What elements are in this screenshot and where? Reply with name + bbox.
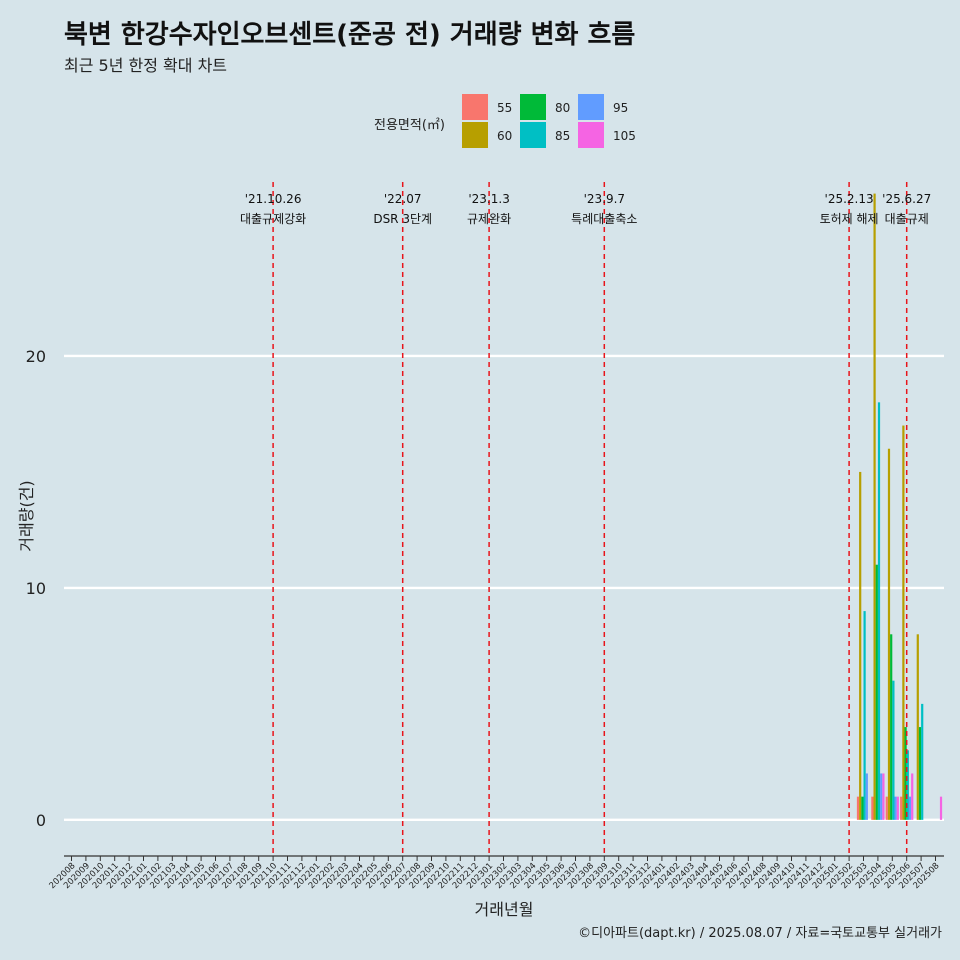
legend-swatch-80: [520, 94, 546, 120]
bar-80-202503: [861, 796, 864, 820]
bar-80-202506: [904, 727, 907, 820]
bar-95-202505: [894, 796, 897, 820]
bar-105-202506: [911, 773, 914, 820]
legend-label-55: 55: [497, 101, 513, 115]
y-tick-label: 20: [26, 347, 46, 366]
bar-55-202506: [900, 796, 903, 820]
event-desc-label: DSR 3단계: [373, 212, 432, 226]
legend-swatch-60: [462, 122, 488, 148]
event-date-label: '21.10.26: [245, 192, 302, 206]
event-desc-label: 대출규제: [885, 212, 929, 226]
legend: 전용면적(㎡) 55 60 80 85 95 105: [374, 92, 664, 154]
bar-105-202508: [939, 796, 943, 820]
chart-title: 북변 한강수자인오브센트(준공 전) 거래량 변화 흐름: [64, 20, 636, 50]
legend-label-105: 105: [613, 129, 636, 143]
bar-95-202504: [880, 773, 883, 820]
legend-swatch-55: [462, 94, 488, 120]
source-caption: ©디아파트(dapt.kr) / 2025.08.07 / 자료=국토교통부 실…: [578, 926, 942, 941]
bar-80-202505: [890, 634, 893, 820]
event-desc-label: 대출규제강화: [240, 212, 306, 226]
bar-85-202504: [877, 402, 881, 820]
bar-80-202504: [875, 564, 878, 820]
bar-55-202503: [856, 796, 860, 820]
legend-swatch-85: [520, 122, 546, 148]
y-axis-title: 거래량(건): [17, 480, 36, 551]
legend-label-85: 85: [555, 129, 571, 143]
chart-subtitle: 최근 5년 한정 확대 차트: [64, 56, 228, 75]
bar-60-202506: [902, 425, 905, 820]
event-date-label: '23.9.7: [584, 192, 625, 206]
bar-60-202504: [873, 193, 876, 820]
bar-85-202507: [921, 703, 924, 820]
bar-60-202505: [887, 448, 891, 820]
bar-85-202503: [863, 611, 866, 820]
x-axis-title: 거래년월: [475, 900, 534, 919]
bar-55-202505: [885, 796, 888, 820]
legend-label-80: 80: [555, 101, 571, 115]
bar-105-202504: [882, 773, 885, 820]
legend-label-60: 60: [497, 129, 513, 143]
event-date-label: '25.6.27: [882, 192, 931, 206]
y-tick-label: 10: [26, 579, 46, 598]
legend-title: 전용면적(㎡): [374, 118, 445, 133]
event-desc-label: 규제완화: [467, 212, 511, 226]
event-date-label: '25.2.13: [825, 192, 874, 206]
legend-label-95: 95: [613, 101, 629, 115]
bar-60-202503: [859, 471, 862, 820]
y-tick-label: 0: [36, 811, 46, 830]
legend-swatch-95: [578, 94, 604, 120]
event-desc-label: 토허제 해제: [820, 212, 879, 226]
bar-55-202504: [871, 796, 874, 820]
event-date-label: '23.1.3: [468, 192, 509, 206]
bar-95-202503: [865, 773, 868, 820]
legend-swatch-105: [578, 122, 604, 148]
event-date-label: '22.07: [384, 192, 422, 206]
bar-85-202505: [892, 680, 895, 820]
bar-105-202505: [896, 796, 899, 820]
bar-60-202507: [916, 634, 919, 820]
event-desc-label: 특례대출축소: [571, 212, 637, 226]
bar-95-202506: [908, 796, 912, 820]
bar-80-202507: [918, 727, 922, 820]
bar-85-202506: [906, 750, 909, 820]
